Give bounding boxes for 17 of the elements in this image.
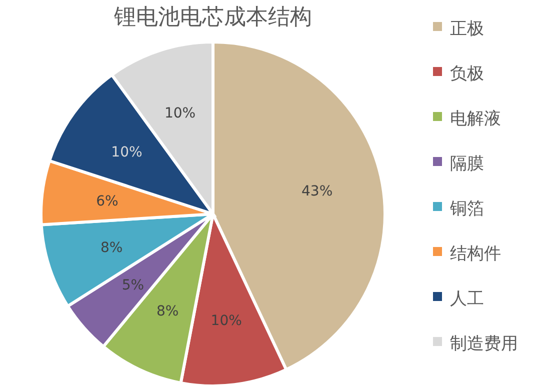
legend-label: 铜箔: [449, 199, 484, 219]
data-label: 10%: [164, 106, 196, 122]
legend-label: 正极: [450, 19, 484, 39]
data-label: 8%: [156, 303, 179, 320]
chart-title: 锂电池电芯成本结构: [113, 5, 312, 30]
legend-label: 负极: [450, 64, 484, 84]
legend-label: 人工: [450, 289, 484, 309]
data-label: 10%: [111, 144, 142, 160]
data-label: 10%: [210, 312, 242, 329]
legend-label: 隔膜: [450, 154, 484, 174]
legend-label: 电解液: [450, 109, 501, 129]
legend-label: 制造费用: [450, 334, 518, 354]
data-label: 8%: [100, 240, 123, 256]
data-label: 6%: [96, 194, 118, 210]
data-label: 43%: [302, 184, 333, 200]
legend-label: 结构件: [450, 244, 501, 264]
data-label: 5%: [122, 278, 144, 294]
